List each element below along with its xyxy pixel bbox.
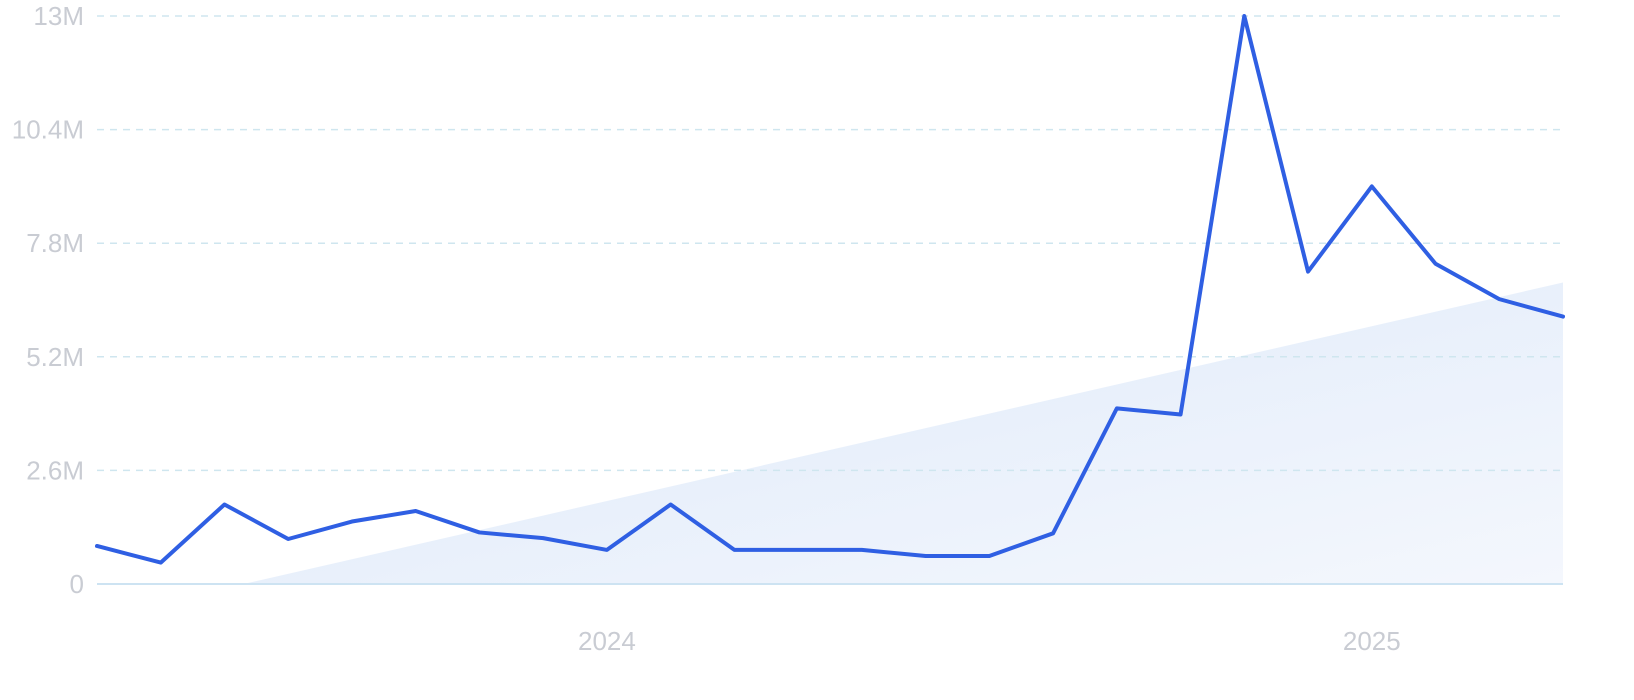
series-line: [95, 14, 1565, 565]
y-tick-label: 2.6M: [26, 455, 84, 485]
gridlines: [97, 15, 1563, 585]
y-tick-label: 7.8M: [26, 228, 84, 258]
series-layer: [95, 14, 1565, 565]
y-tick-label: 0: [70, 569, 84, 599]
y-tick-label: 10.4M: [12, 115, 84, 145]
y-tick-label: 5.2M: [26, 342, 84, 372]
x-tick-label: 2024: [578, 626, 636, 656]
y-axis: 0 2.6M 5.2M 7.8M 10.4M 13M: [12, 1, 84, 599]
x-tick-label: 2025: [1343, 626, 1401, 656]
y-tick-label: 13M: [33, 1, 84, 31]
trend-area: [243, 282, 1564, 584]
trend-area-layer: [243, 282, 1564, 584]
x-axis: 2024 2025: [578, 626, 1401, 656]
